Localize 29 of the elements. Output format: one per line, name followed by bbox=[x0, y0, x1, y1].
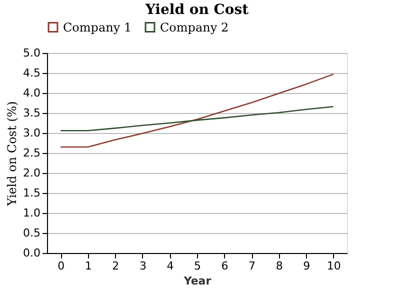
x-tick-label: 8 bbox=[276, 260, 283, 272]
line-series bbox=[60, 106, 334, 132]
y-tick-label: 2.0 bbox=[23, 166, 40, 180]
x-tick-label: 5 bbox=[194, 260, 201, 272]
y-tick-label: 3.5 bbox=[23, 106, 40, 120]
legend-label: Company 1 bbox=[63, 20, 132, 34]
y-axis-title: Yield on Cost (%) bbox=[5, 101, 20, 207]
x-tick-label: 9 bbox=[303, 260, 310, 272]
y-tick-label: 5.0 bbox=[23, 46, 40, 60]
y-tick-label: 1.0 bbox=[23, 206, 40, 220]
x-tick-label: 0 bbox=[58, 260, 65, 272]
x-tick-label: 3 bbox=[139, 260, 146, 272]
y-tick-label: 4.5 bbox=[23, 66, 40, 80]
legend-label: Company 2 bbox=[160, 20, 229, 34]
y-tick-label: 0.5 bbox=[23, 226, 40, 240]
x-tick-label: 4 bbox=[166, 260, 174, 272]
y-tick-label: 2.5 bbox=[23, 146, 40, 160]
y-tick-label: 1.5 bbox=[23, 186, 40, 200]
x-tick-label: 6 bbox=[221, 260, 228, 272]
x-tick-label: 1 bbox=[84, 260, 92, 272]
x-tick-label: 7 bbox=[248, 260, 256, 272]
x-tick-label: 10 bbox=[326, 260, 341, 272]
y-tick-label: 4.0 bbox=[23, 86, 40, 100]
x-axis-title: Year bbox=[182, 274, 212, 288]
x-tick-label: 2 bbox=[112, 260, 120, 272]
y-tick-label: 3.0 bbox=[23, 126, 40, 140]
line-series bbox=[60, 74, 334, 148]
chart-title: Yield on Cost bbox=[144, 2, 250, 18]
y-tick-label: 0.0 bbox=[23, 246, 40, 260]
